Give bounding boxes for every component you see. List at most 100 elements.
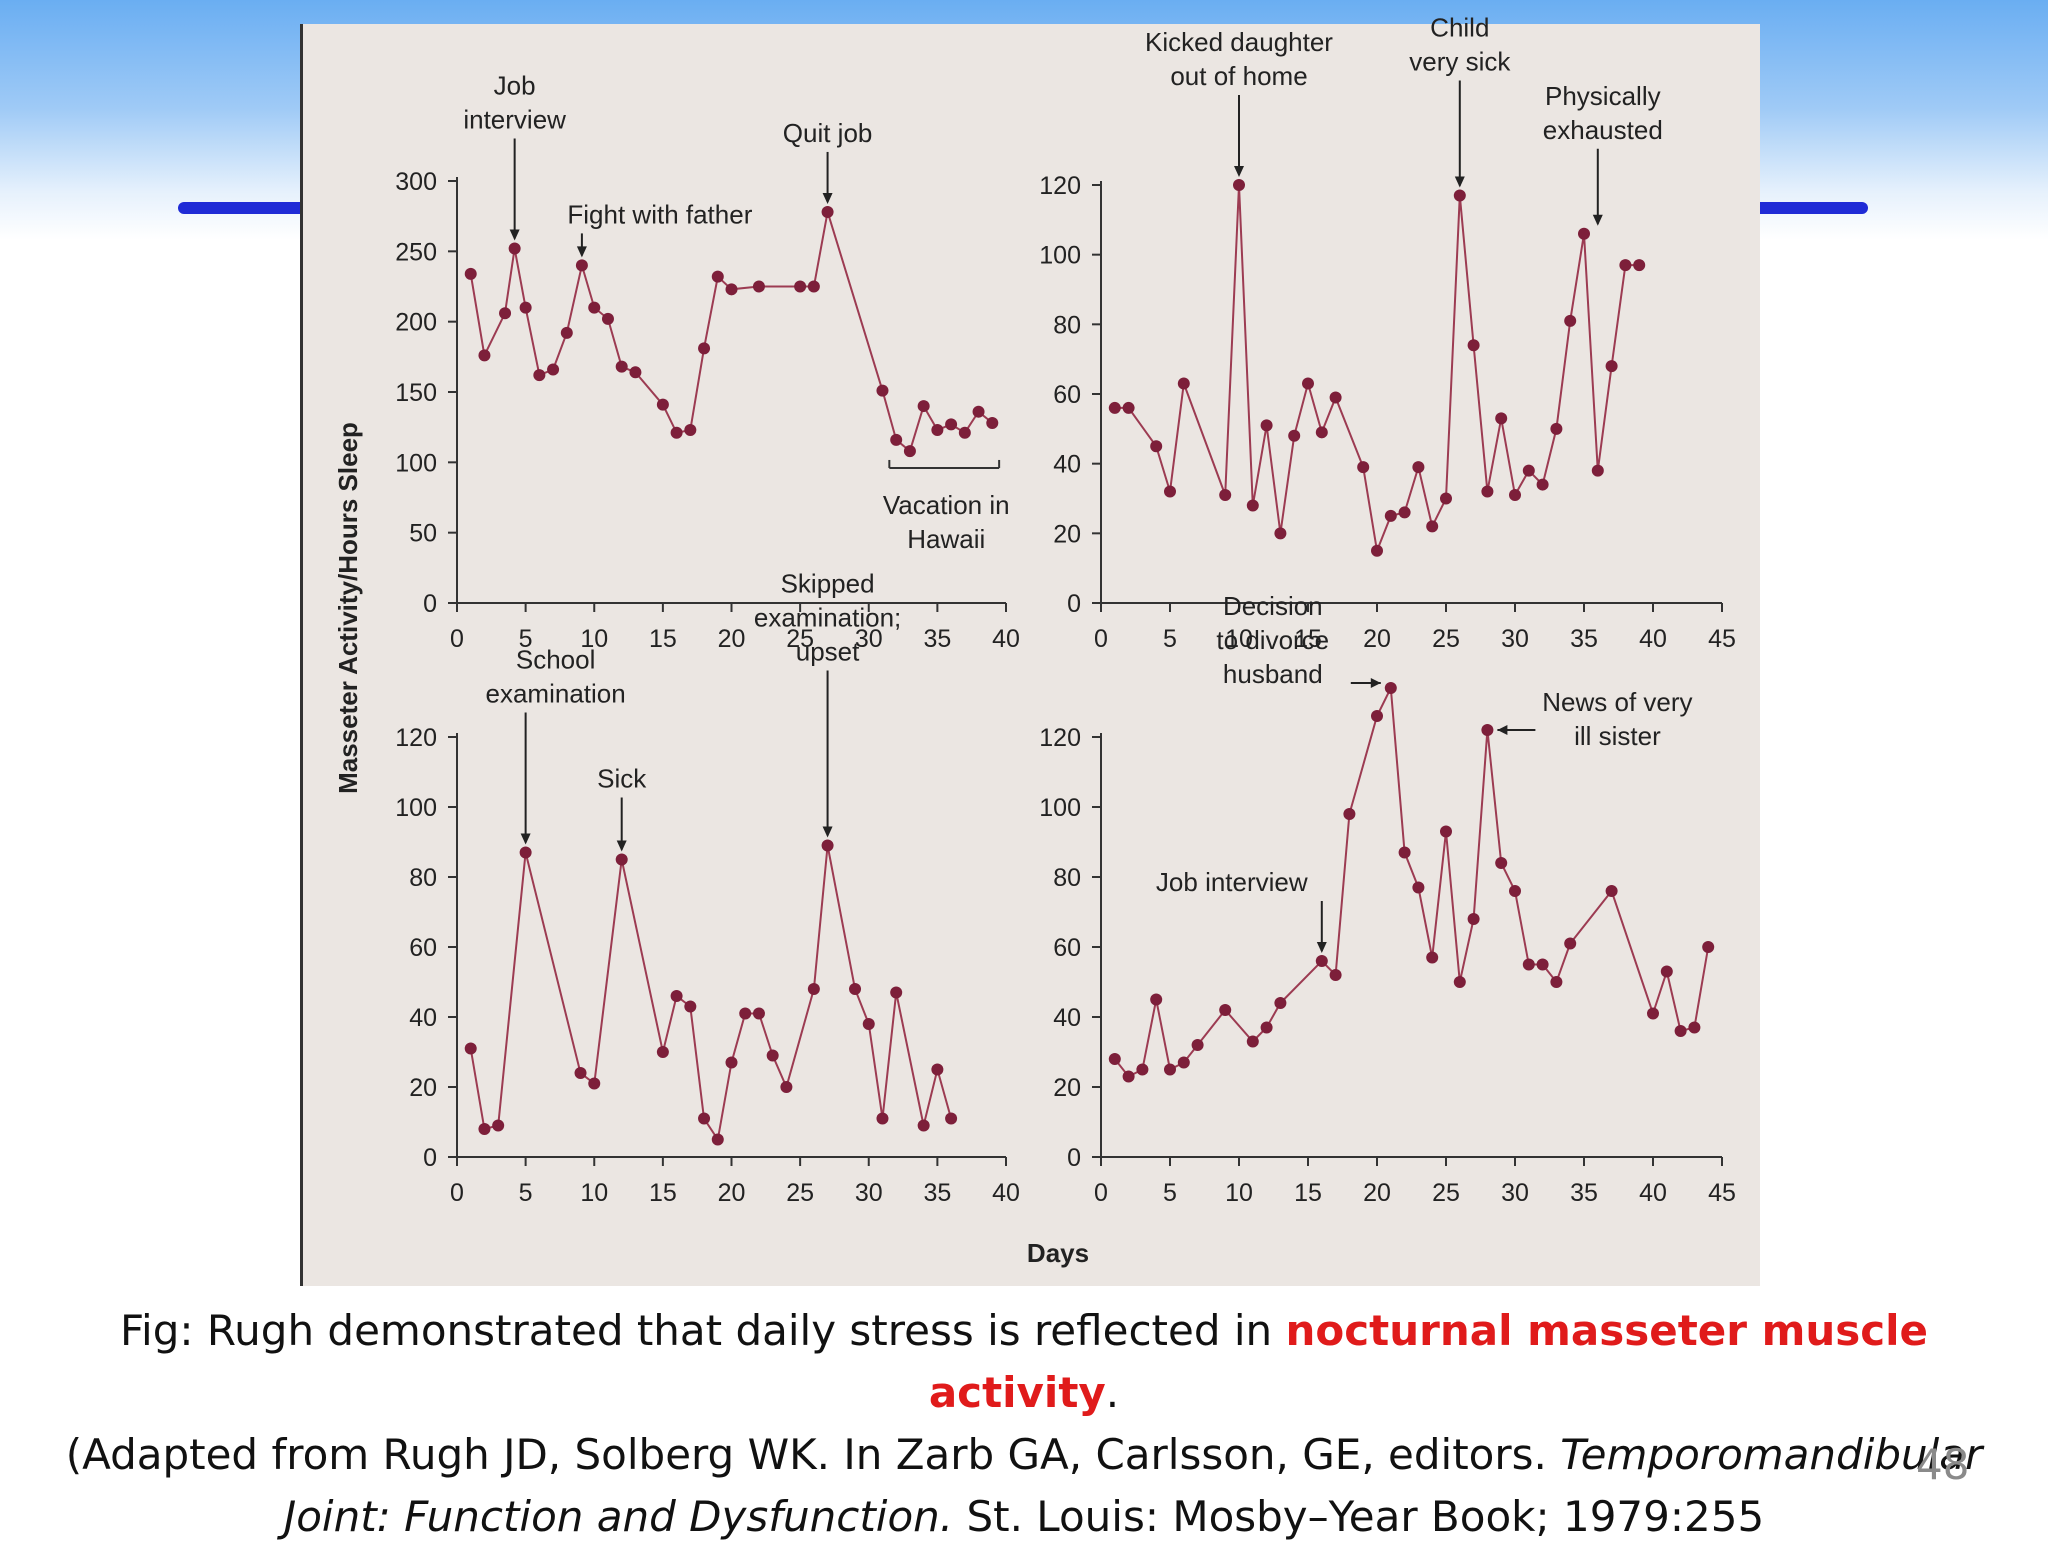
top-left-data-point (670, 426, 683, 439)
bottom-right-data-point (1509, 885, 1521, 897)
caption-highlight: nocturnal masseter muscle activity (928, 1306, 1929, 1417)
top-right-data-point (1260, 419, 1273, 432)
top-right-annotation-label: Kicked daughter (1145, 27, 1333, 57)
bottom-right-x-tick-label: 5 (1163, 1179, 1177, 1207)
bottom-right-x-tick-label: 40 (1639, 1179, 1667, 1207)
top-right-x-tick-label: 0 (1094, 625, 1108, 653)
bottom-left-x-tick-label: 25 (786, 1179, 814, 1207)
bottom-right-x-tick-label: 35 (1570, 1179, 1598, 1207)
top-left-annotation-label: Hawaii (907, 524, 985, 554)
top-left-data-point (945, 418, 958, 431)
bottom-right-data-point (1108, 1053, 1121, 1065)
bottom-right-data-point (1136, 1063, 1149, 1076)
top-left-x-tick-label: 0 (450, 625, 464, 653)
top-right-x-tick-label: 15 (1294, 625, 1322, 653)
caption-book-title-1: Temporomandibular (1560, 1430, 1983, 1479)
top-left-data-point (711, 270, 724, 283)
top-left-x-tick-label: 30 (855, 625, 883, 653)
top-right-data-point (1384, 509, 1397, 522)
bottom-right-y-tick-label: 120 (1039, 724, 1081, 752)
top-right-y-tick-label: 40 (1053, 451, 1081, 479)
caption-line-3: Joint: Function and Dysfunction. St. Lou… (40, 1486, 2008, 1548)
bottom-left-data-point (698, 1112, 711, 1125)
bottom-left-data-point (780, 1081, 793, 1093)
bottom-right-data-point (1605, 885, 1618, 897)
top-right-data-point (1426, 520, 1439, 533)
bottom-right-data-point (1384, 682, 1397, 694)
bottom-left-x-tick-label: 35 (923, 1179, 951, 1207)
top-left-x-tick-label: 25 (786, 625, 814, 653)
top-right-data-point (1536, 478, 1549, 491)
bottom-right-data-point (1440, 825, 1452, 838)
bottom-right-data-point (1702, 941, 1715, 953)
bottom-left-annotation-label: Sick (597, 764, 647, 794)
top-right-data-point (1371, 544, 1383, 557)
top-left-data-point (547, 363, 560, 376)
top-right-data-point (1177, 377, 1190, 390)
top-right-x-tick-label: 20 (1363, 625, 1391, 653)
bottom-left-data-point (849, 983, 862, 995)
top-left-data-point (508, 242, 521, 255)
bottom-left-data-point (656, 1046, 669, 1058)
bottom-right-data-point (1164, 1063, 1176, 1076)
top-left-data-point (698, 342, 711, 355)
top-left-data-point (629, 366, 642, 379)
bottom-right-annotation-label: husband (1223, 659, 1323, 689)
bottom-left-data-point (890, 986, 903, 999)
top-right-data-point (1108, 401, 1121, 414)
top-right-x-tick-label: 10 (1225, 625, 1253, 653)
top-left-x-tick-label: 10 (580, 625, 608, 653)
top-left-data-point (972, 405, 985, 418)
bottom-left-data-point (684, 1000, 697, 1013)
bottom-right-annotation-arrowhead (1316, 942, 1327, 953)
bottom-left-y-tick-label: 120 (395, 724, 437, 752)
bottom-right-data-point (1495, 857, 1508, 869)
top-left-x-tick-label: 15 (649, 625, 677, 653)
bottom-right-data-point (1550, 976, 1563, 988)
top-left-data-point (615, 360, 628, 373)
top-right-data-point (1233, 179, 1245, 191)
top-left-data-point (807, 280, 820, 293)
x-axis-title: Days (1027, 1238, 1089, 1268)
top-right-data-point (1440, 492, 1452, 505)
top-right-data-point (1605, 360, 1618, 373)
top-left-data-point (821, 205, 834, 218)
bottom-left-data-point (711, 1133, 724, 1146)
bottom-right-y-tick-label: 60 (1053, 934, 1081, 962)
top-left-data-point (986, 416, 999, 429)
bottom-left-data-point (807, 983, 820, 995)
top-left-annotation-label: Job (494, 71, 536, 101)
caption-book-title-2: Joint: Function and Dysfunction. (283, 1492, 954, 1541)
top-right-data-point (1302, 377, 1314, 390)
bottom-right-y-tick-label: 0 (1067, 1144, 1081, 1172)
bottom-right-data-point (1274, 997, 1287, 1009)
top-left-data-point (499, 307, 512, 320)
bottom-left-x-tick-label: 20 (718, 1179, 746, 1207)
top-right-data-point (1315, 426, 1328, 439)
bottom-left-y-tick-label: 20 (409, 1074, 437, 1102)
bottom-right-data-point (1674, 1025, 1687, 1037)
top-left-data-point (684, 423, 697, 436)
bottom-right-y-tick-label: 100 (1039, 794, 1081, 822)
slide-page-number: 48 (1916, 1440, 1970, 1489)
top-right-data-point (1522, 464, 1535, 477)
figure-caption: Fig: Rugh demonstrated that daily stress… (40, 1300, 2008, 1548)
bottom-left-data-point (615, 853, 628, 866)
top-left-y-tick-label: 100 (395, 449, 437, 477)
bottom-left-annotation-arrowhead (616, 840, 627, 852)
bottom-left-annotation-label: upset (796, 637, 860, 667)
top-left-y-tick-label: 250 (395, 238, 437, 266)
bottom-right-data-point (1343, 808, 1356, 820)
bottom-right-annotation-label: Decision (1223, 591, 1323, 621)
top-right-data-point (1481, 485, 1494, 498)
top-right-annotation-label: very sick (1409, 46, 1511, 76)
title-accent-bar-left (178, 202, 313, 214)
top-right-data-point (1246, 499, 1259, 512)
bottom-right-data-point (1481, 724, 1494, 736)
bottom-right-x-tick-label: 45 (1708, 1179, 1736, 1207)
stress-charts-figure: Masseter Activity/Hours Sleep Days 0 5 10 1… (333, 12, 1736, 1268)
top-left-x-tick-label: 35 (923, 625, 951, 653)
top-left-data-point (464, 267, 477, 280)
bottom-right-data-point (1426, 951, 1439, 964)
top-right-y-tick-label: 0 (1067, 590, 1081, 618)
